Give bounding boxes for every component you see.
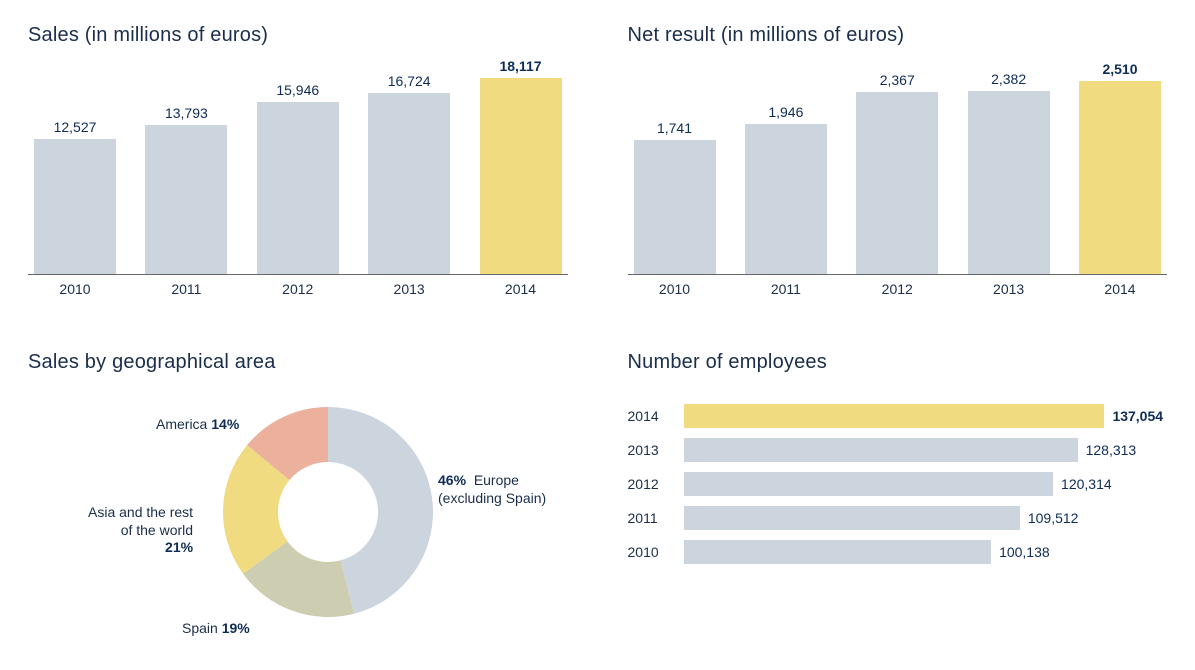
- employees-title: Number of employees: [628, 351, 1168, 374]
- netresult-title: Net result (in millions of euros): [628, 24, 1168, 47]
- sales-value-label: 13,793: [165, 105, 208, 121]
- donut-sub-europe: (excluding Spain): [438, 490, 546, 506]
- sales-xaxis-tick: 2011: [145, 281, 227, 297]
- sales-bar-rect: [34, 139, 116, 274]
- sales-bar-rect: [480, 78, 562, 274]
- netresult-bar-rect: [856, 92, 938, 274]
- employees-row-2014: 2014 137,054: [628, 402, 1168, 430]
- employees-bar-track: 109,512: [684, 506, 1168, 530]
- netresult-xaxis-tick: 2014: [1079, 281, 1161, 297]
- employees-bar-fill: [684, 438, 1078, 462]
- employees-row-2013: 2013 128,313: [628, 436, 1168, 464]
- sales-bar-2013: 16,724: [368, 73, 450, 274]
- employees-row-2012: 2012 120,314: [628, 470, 1168, 498]
- donut-text-america: America: [156, 416, 207, 432]
- geo-donut: 46% Europe (excluding Spain) Spain 19% A…: [28, 402, 548, 652]
- employees-bar-track: 137,054: [684, 404, 1168, 428]
- netresult-value-label: 2,382: [991, 71, 1026, 87]
- sales-bar-rect: [145, 125, 227, 274]
- employees-year-label: 2012: [628, 476, 684, 492]
- sales-bar-2012: 15,946: [257, 82, 339, 274]
- sales-title: Sales (in millions of euros): [28, 24, 568, 47]
- employees-value-label: 120,314: [1061, 476, 1112, 492]
- geo-panel: Sales by geographical area 46% Europe (e…: [28, 351, 568, 652]
- sales-bar-2011: 13,793: [145, 105, 227, 274]
- netresult-bar-rect: [968, 91, 1050, 274]
- employees-bar-track: 120,314: [684, 472, 1168, 496]
- employees-chart: 2014 137,054 2013 128,313 2012 120,314 2011 109…: [628, 402, 1168, 566]
- donut-svg: [218, 402, 438, 622]
- employees-panel: Number of employees 2014 137,054 2013 128,3…: [628, 351, 1168, 652]
- sales-xaxis-tick: 2012: [257, 281, 339, 297]
- sales-value-label: 15,946: [276, 82, 319, 98]
- sales-bar-rect: [257, 102, 339, 274]
- donut-pct-america: 14%: [211, 416, 239, 432]
- donut-label-america: America 14%: [156, 416, 239, 434]
- employees-bar-fill: [684, 540, 992, 564]
- sales-xaxis-tick: 2013: [368, 281, 450, 297]
- employees-year-label: 2011: [628, 510, 684, 526]
- employees-bar-fill: [684, 404, 1105, 428]
- employees-value-label: 128,313: [1086, 442, 1137, 458]
- sales-bar-2010: 12,527: [34, 119, 116, 274]
- employees-year-label: 2013: [628, 442, 684, 458]
- netresult-panel: Net result (in millions of euros) 1,741 1…: [628, 24, 1168, 315]
- donut-sub-asia: of the world: [121, 522, 193, 538]
- employees-value-label: 109,512: [1028, 510, 1079, 526]
- netresult-bar-rect: [1079, 81, 1161, 274]
- netresult-bar-rect: [745, 124, 827, 274]
- geo-title: Sales by geographical area: [28, 351, 568, 374]
- employees-bar-fill: [684, 472, 1054, 496]
- employees-bar-track: 128,313: [684, 438, 1168, 462]
- sales-bar-rect: [368, 93, 450, 274]
- sales-value-label: 18,117: [499, 58, 541, 74]
- donut-pct-spain: 19%: [222, 620, 250, 636]
- netresult-xaxis-tick: 2011: [745, 281, 827, 297]
- sales-value-label: 12,527: [54, 119, 97, 135]
- employees-row-2010: 2010 100,138: [628, 538, 1168, 566]
- donut-label-asia: Asia and the rest of the world 21%: [88, 504, 193, 557]
- netresult-bar-2010: 1,741: [634, 120, 716, 274]
- sales-bar-2014: 18,117: [480, 58, 562, 274]
- donut-pct-europe: 46%: [438, 472, 466, 488]
- netresult-chart: 1,7411,9462,3672,3822,510 20102011201220…: [628, 75, 1168, 315]
- sales-panel: Sales (in millions of euros) 12,527 13,79…: [28, 24, 568, 315]
- netresult-value-label: 1,741: [657, 120, 692, 136]
- employees-bar-fill: [684, 506, 1020, 530]
- netresult-bar-2011: 1,946: [745, 104, 827, 274]
- sales-xaxis-tick: 2010: [34, 281, 116, 297]
- netresult-value-label: 2,510: [1102, 61, 1137, 77]
- netresult-bar-2012: 2,367: [856, 72, 938, 274]
- employees-bar-track: 100,138: [684, 540, 1168, 564]
- donut-label-europe: 46% Europe (excluding Spain): [438, 472, 546, 507]
- donut-pct-asia: 21%: [165, 539, 193, 555]
- netresult-value-label: 2,367: [880, 72, 915, 88]
- donut-text-europe: Europe: [474, 472, 519, 488]
- donut-label-spain: Spain 19%: [182, 620, 250, 638]
- sales-chart: 12,52713,79315,94616,72418,117 201020112…: [28, 75, 568, 315]
- netresult-bar-2013: 2,382: [968, 71, 1050, 274]
- netresult-bar-2014: 2,510: [1079, 61, 1161, 274]
- sales-value-label: 16,724: [388, 73, 431, 89]
- donut-text-asia: Asia and the rest: [88, 504, 193, 520]
- employees-value-label: 100,138: [999, 544, 1050, 560]
- netresult-xaxis-tick: 2013: [968, 281, 1050, 297]
- netresult-bar-rect: [634, 140, 716, 274]
- netresult-xaxis-tick: 2012: [856, 281, 938, 297]
- donut-text-spain: Spain: [182, 620, 218, 636]
- employees-year-label: 2010: [628, 544, 684, 560]
- employees-row-2011: 2011 109,512: [628, 504, 1168, 532]
- netresult-value-label: 1,946: [768, 104, 803, 120]
- employees-year-label: 2014: [628, 408, 684, 424]
- employees-value-label: 137,054: [1112, 408, 1163, 424]
- sales-xaxis-tick: 2014: [480, 281, 562, 297]
- netresult-xaxis-tick: 2010: [634, 281, 716, 297]
